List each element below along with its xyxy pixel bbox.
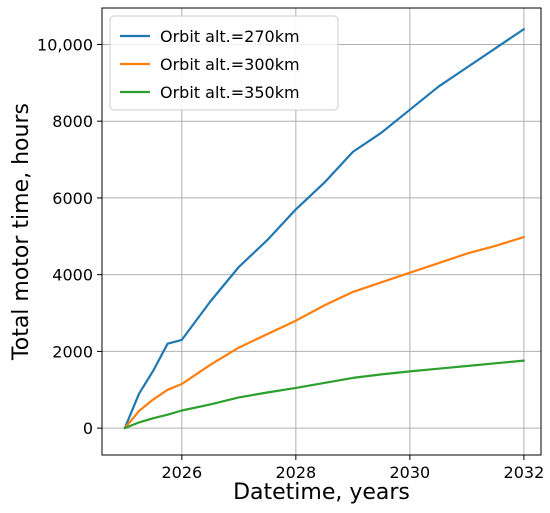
legend-box [109,15,339,111]
series-line-3 [123,359,526,430]
legend-label: Orbit alt.=350km [160,83,300,102]
y-tick-label: 10,000 [37,35,93,54]
x-tick-label: 2032 [504,463,545,482]
y-tick-label: 8000 [52,112,93,131]
y-tick-label: 6000 [52,189,93,208]
series-line-1 [123,28,526,430]
series-line-2 [123,236,526,430]
legend-label: Orbit alt.=300km [160,55,300,74]
y-tick-label: 4000 [52,266,93,285]
x-tick-label: 2028 [275,463,316,482]
plot-area-frame [101,7,542,456]
y-tick-label: 0 [83,419,93,438]
legend-label: Orbit alt.=270km [160,27,300,46]
y-axis-ticks: 0 2000 4000 6000 8000 10,000 [37,35,102,438]
x-axis-label: Datetime, years [233,480,410,505]
y-tick-label: 2000 [52,342,93,361]
legend: Orbit alt.=270km Orbit alt.=300km Orbit al… [109,15,339,111]
series-lines [123,28,526,430]
x-axis-ticks: 2026 2028 2030 2032 [161,455,544,482]
x-tick-label: 2026 [161,463,202,482]
x-tick-label: 2030 [390,463,431,482]
y-axis-label: Total motor time, hours [9,103,34,361]
